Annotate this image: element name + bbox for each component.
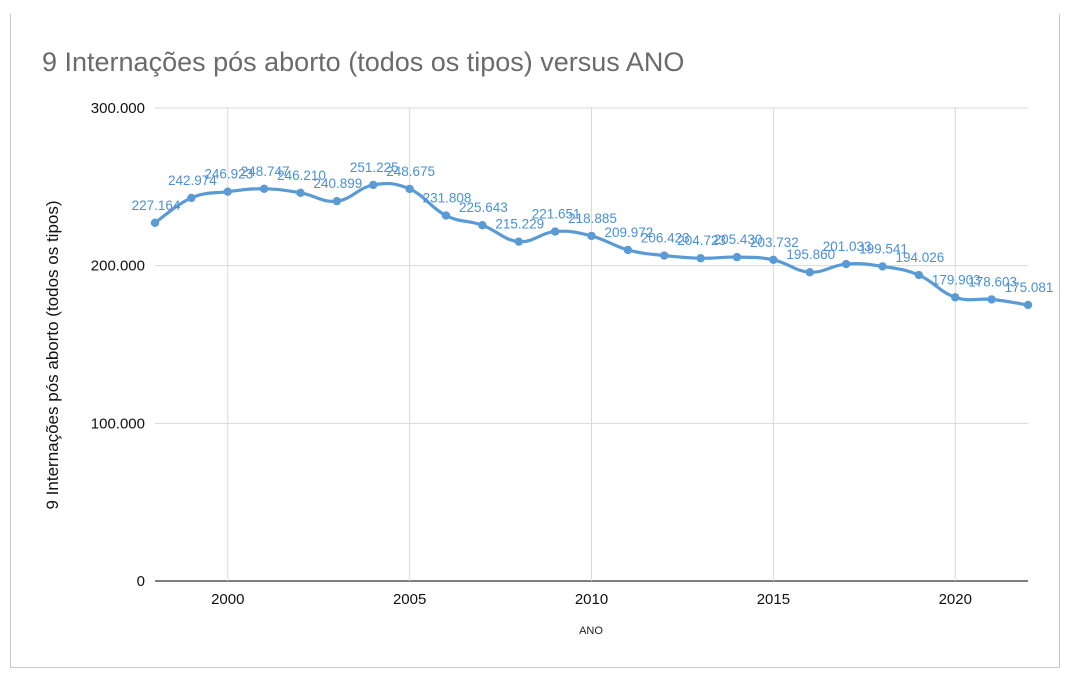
data-point [841,259,851,269]
data-point [1023,300,1033,310]
data-point [332,196,342,206]
data-point [587,231,596,241]
data-point [296,188,305,198]
data-point [441,211,451,220]
data-point [369,180,378,190]
data-label: 248.747 [241,164,290,179]
y-axis-title: 9 Internações pós aborto (todos os tipos… [43,200,62,509]
data-label: 215.229 [495,217,544,232]
data-label: 227.164 [132,198,181,213]
x-tick-label: 2000 [211,591,244,608]
y-tick-label: 300.000 [91,100,145,117]
data-point [951,293,960,302]
data-label: 199.541 [859,241,908,256]
data-point [478,221,487,230]
data-label: 205.430 [714,232,763,247]
data-label: 246.210 [277,168,326,183]
data-point [878,262,887,271]
data-point [514,237,523,246]
data-label: 178.603 [968,274,1017,289]
data-point [660,251,669,260]
data-label: 201.033 [823,239,872,254]
data-point [550,227,560,236]
data-point [805,267,814,277]
data-label: 204.723 [677,233,726,248]
data-point [150,218,160,228]
data-point [732,252,742,262]
data-point [696,254,705,263]
data-label: 251.225 [350,160,399,175]
y-tick-label: 100.000 [91,415,145,432]
data-label: 242.974 [168,173,217,188]
data-label: 179.903 [932,272,981,287]
x-tick-label: 2020 [939,591,972,608]
data-point [223,187,232,196]
chart-frame [10,14,1060,668]
x-tick-label: 2015 [757,591,790,608]
data-label: 225.643 [459,200,508,215]
chart-title: 9 Internações pós aborto (todos os tipos… [42,47,685,77]
data-point [987,295,996,304]
data-label: 246.923 [204,167,253,182]
x-tick-label: 2005 [393,591,426,608]
data-label: 209.972 [604,225,653,240]
data-label: 203.732 [750,235,799,250]
data-label: 195.860 [786,247,835,262]
data-point [769,255,778,264]
data-label: 194.026 [895,250,944,265]
data-label: 206.423 [641,231,690,246]
data-point [914,270,924,280]
data-label: 218.885 [568,211,617,226]
data-label: 248.675 [386,164,435,179]
data-label: 240.899 [313,176,362,191]
y-tick-label: 200.000 [91,258,145,275]
data-point [623,245,633,255]
y-tick-label: 0 [137,573,145,590]
data-point [405,184,414,194]
data-label: 221.651 [532,207,581,222]
data-point [187,193,196,203]
data-point [259,184,269,194]
data-label: 175.081 [1005,280,1054,295]
x-axis-title: ANO [579,625,603,637]
x-tick-label: 2010 [575,591,608,608]
data-label: 231.808 [423,191,472,206]
